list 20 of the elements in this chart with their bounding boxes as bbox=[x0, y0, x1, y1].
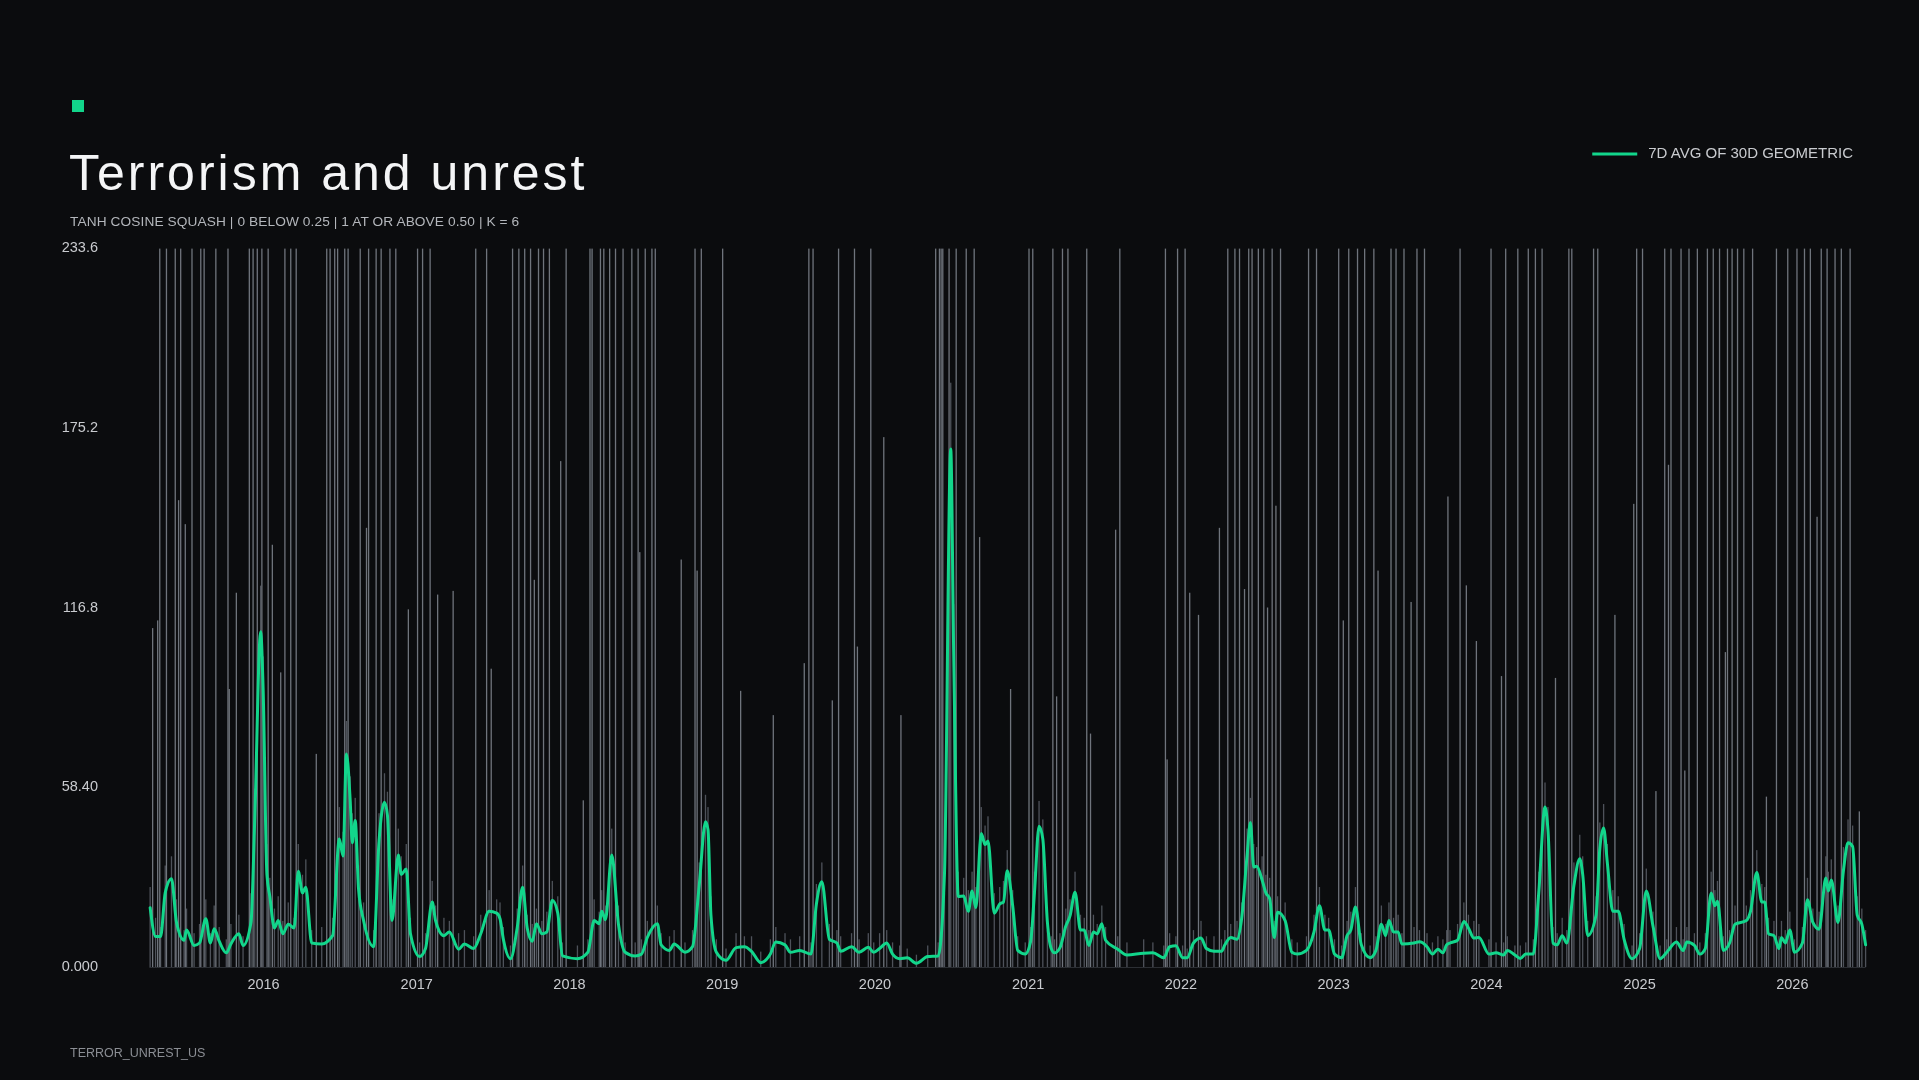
x-tick-label: 2018 bbox=[553, 975, 586, 992]
x-tick-label: 2024 bbox=[1470, 975, 1503, 992]
x-tick-label: 2023 bbox=[1317, 975, 1350, 992]
x-tick-label: 2019 bbox=[706, 975, 739, 992]
x-tick-label: 2020 bbox=[858, 975, 892, 992]
y-tick-label: 116.8 bbox=[62, 598, 98, 615]
x-tick-label: 2025 bbox=[1623, 975, 1656, 992]
y-tick-label: 233.6 bbox=[61, 239, 98, 256]
chart-subtitle: TANH COSINE SQUASH | 0 BELOW 0.25 | 1 AT OR ABOVE 0.50 | K = 6 bbox=[70, 214, 520, 229]
legend-label: 7D AVG OF 30D GEOMETRIC bbox=[1648, 143, 1854, 161]
y-tick-label: 0.000 bbox=[61, 957, 98, 974]
x-tick-label: 2021 bbox=[1012, 975, 1045, 992]
x-tick-label: 2016 bbox=[247, 975, 280, 992]
y-tick-label: 175.2 bbox=[61, 419, 98, 436]
text: TERROR_UNREST_US bbox=[70, 1046, 206, 1060]
y-tick-label: 58.40 bbox=[61, 778, 98, 795]
chart-title: Terrorism and unrest bbox=[69, 145, 588, 201]
x-tick-label: 2017 bbox=[400, 975, 433, 992]
x-tick-label: 2026 bbox=[1776, 975, 1809, 992]
x-tick-label: 2022 bbox=[1164, 975, 1198, 992]
